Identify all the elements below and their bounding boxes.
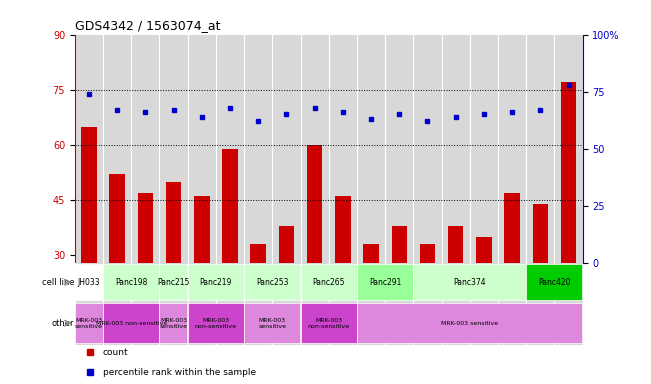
Bar xyxy=(301,303,357,343)
Text: MRK-003
non-sensitive: MRK-003 non-sensitive xyxy=(308,318,350,329)
Bar xyxy=(109,174,125,263)
Bar xyxy=(137,193,153,263)
Bar xyxy=(357,264,413,300)
Text: Panc219: Panc219 xyxy=(200,278,232,287)
Text: count: count xyxy=(103,348,128,357)
Bar xyxy=(505,193,520,263)
Bar xyxy=(187,264,244,300)
Bar xyxy=(244,303,300,343)
Bar xyxy=(561,83,576,263)
Bar xyxy=(476,237,492,263)
Bar xyxy=(363,244,379,263)
Bar xyxy=(335,196,351,263)
Bar xyxy=(526,264,583,300)
Bar xyxy=(159,264,187,300)
Bar xyxy=(103,303,159,343)
Bar xyxy=(244,264,300,300)
Text: MRK-003 sensitive: MRK-003 sensitive xyxy=(441,321,499,326)
Bar xyxy=(448,226,464,263)
Text: GDS4342 / 1563074_at: GDS4342 / 1563074_at xyxy=(75,19,221,32)
Bar xyxy=(222,149,238,263)
Bar xyxy=(103,264,159,300)
Bar xyxy=(357,303,583,343)
Text: MRK-003
sensitive: MRK-003 sensitive xyxy=(75,318,103,329)
Bar xyxy=(251,244,266,263)
Text: cell line: cell line xyxy=(42,278,74,287)
Bar xyxy=(159,303,187,343)
Text: Panc198: Panc198 xyxy=(115,278,148,287)
Bar xyxy=(166,182,182,263)
Text: MRK-003
sensitive: MRK-003 sensitive xyxy=(258,318,286,329)
Text: MRK-003
sensitive: MRK-003 sensitive xyxy=(159,318,187,329)
Bar xyxy=(75,264,103,300)
Bar xyxy=(187,303,244,343)
Bar xyxy=(301,264,357,300)
Bar xyxy=(391,226,407,263)
Bar xyxy=(279,226,294,263)
Text: Panc253: Panc253 xyxy=(256,278,288,287)
Bar xyxy=(533,204,548,263)
Text: Panc215: Panc215 xyxy=(158,278,190,287)
Bar xyxy=(413,264,526,300)
Text: Panc291: Panc291 xyxy=(369,278,402,287)
Bar xyxy=(420,244,436,263)
Bar xyxy=(75,303,103,343)
Text: Panc420: Panc420 xyxy=(538,278,571,287)
Text: Panc374: Panc374 xyxy=(454,278,486,287)
Text: other: other xyxy=(52,319,74,328)
Text: percentile rank within the sample: percentile rank within the sample xyxy=(103,368,256,377)
Bar xyxy=(307,145,322,263)
Text: MRK-003
non-sensitive: MRK-003 non-sensitive xyxy=(195,318,237,329)
Text: JH033: JH033 xyxy=(77,278,100,287)
Bar xyxy=(81,126,97,263)
Text: Panc265: Panc265 xyxy=(312,278,345,287)
Bar xyxy=(194,196,210,263)
Text: MRK-003 non-sensitive: MRK-003 non-sensitive xyxy=(96,321,167,326)
